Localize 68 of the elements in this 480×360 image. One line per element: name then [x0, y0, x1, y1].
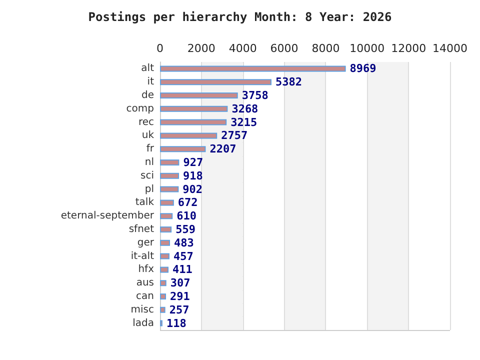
- y-tick-label: comp: [126, 103, 154, 114]
- bar: [160, 294, 166, 300]
- data-label: 483: [174, 236, 194, 250]
- y-tick-label: aus: [136, 278, 154, 289]
- bar: [160, 66, 346, 72]
- data-label: 902: [182, 182, 203, 196]
- data-label: 291: [170, 290, 190, 303]
- bar: [160, 266, 169, 273]
- x-tick-label: 2000: [187, 42, 216, 55]
- data-label: 257: [169, 303, 190, 316]
- x-tick-label: 10000: [350, 42, 385, 55]
- data-label: 457: [173, 250, 194, 263]
- bar: [160, 253, 170, 260]
- x-tick-label: 4000: [228, 42, 257, 55]
- bar: [160, 92, 238, 98]
- bar: [160, 79, 272, 86]
- y-tick-label: rec: [138, 116, 154, 128]
- data-label: 3215: [230, 116, 258, 129]
- data-label: 927: [183, 156, 204, 169]
- bar: [160, 119, 227, 126]
- y-tick-label: misc: [130, 304, 154, 316]
- data-label: 3268: [232, 102, 258, 116]
- data-label: 118: [166, 316, 186, 330]
- bar: [160, 172, 180, 179]
- y-tick-label: alt: [141, 63, 154, 74]
- y-tick-label: de: [142, 90, 154, 101]
- bar: [160, 226, 172, 232]
- bar: [160, 213, 173, 220]
- y-tick-label: eternal-september: [60, 210, 155, 222]
- y-tick-label: sfnet: [128, 224, 154, 235]
- data-label: 8969: [350, 62, 376, 76]
- data-label: 3758: [242, 89, 268, 102]
- bar: [160, 280, 166, 286]
- bar: [160, 160, 180, 166]
- y-tick-label: uk: [142, 130, 154, 142]
- data-label: 672: [178, 196, 198, 210]
- data-label: 2207: [210, 142, 236, 156]
- x-tick-label: 8000: [312, 42, 340, 55]
- y-tick-label: hfx: [138, 264, 154, 276]
- data-label: 411: [172, 263, 193, 276]
- y-tick-label: lada: [132, 318, 154, 329]
- data-label: 918: [183, 169, 203, 182]
- bar: [160, 240, 170, 246]
- x-tick-label: 12000: [391, 42, 426, 55]
- y-tick-label: pl: [144, 184, 154, 195]
- data-label: 610: [176, 210, 197, 223]
- data-label: 559: [176, 223, 196, 236]
- bar: [160, 306, 166, 313]
- data-label: 307: [170, 276, 190, 290]
- y-tick-label: talk: [135, 197, 154, 208]
- data-label: 2757: [221, 129, 248, 142]
- chart-title: Postings per hierarchy Month: 8 Year: 2026: [88, 10, 392, 24]
- x-tick-label: 0: [156, 42, 164, 55]
- bar: [160, 186, 179, 192]
- y-tick-label: nl: [144, 157, 154, 168]
- y-tick-label: ger: [137, 237, 155, 248]
- y-tick-label: it-alt: [130, 250, 154, 262]
- bar: [160, 132, 218, 139]
- bar: [160, 200, 174, 206]
- y-tick-label: fr: [146, 144, 155, 155]
- y-tick-label: it: [147, 76, 154, 88]
- data-label: 5382: [275, 76, 302, 89]
- bar: [160, 106, 228, 112]
- x-tick-label: 14000: [432, 42, 468, 55]
- bar: [160, 146, 206, 152]
- y-tick-label: sci: [140, 170, 154, 182]
- x-tick-label: 6000: [270, 42, 298, 55]
- y-tick-label: can: [136, 291, 154, 302]
